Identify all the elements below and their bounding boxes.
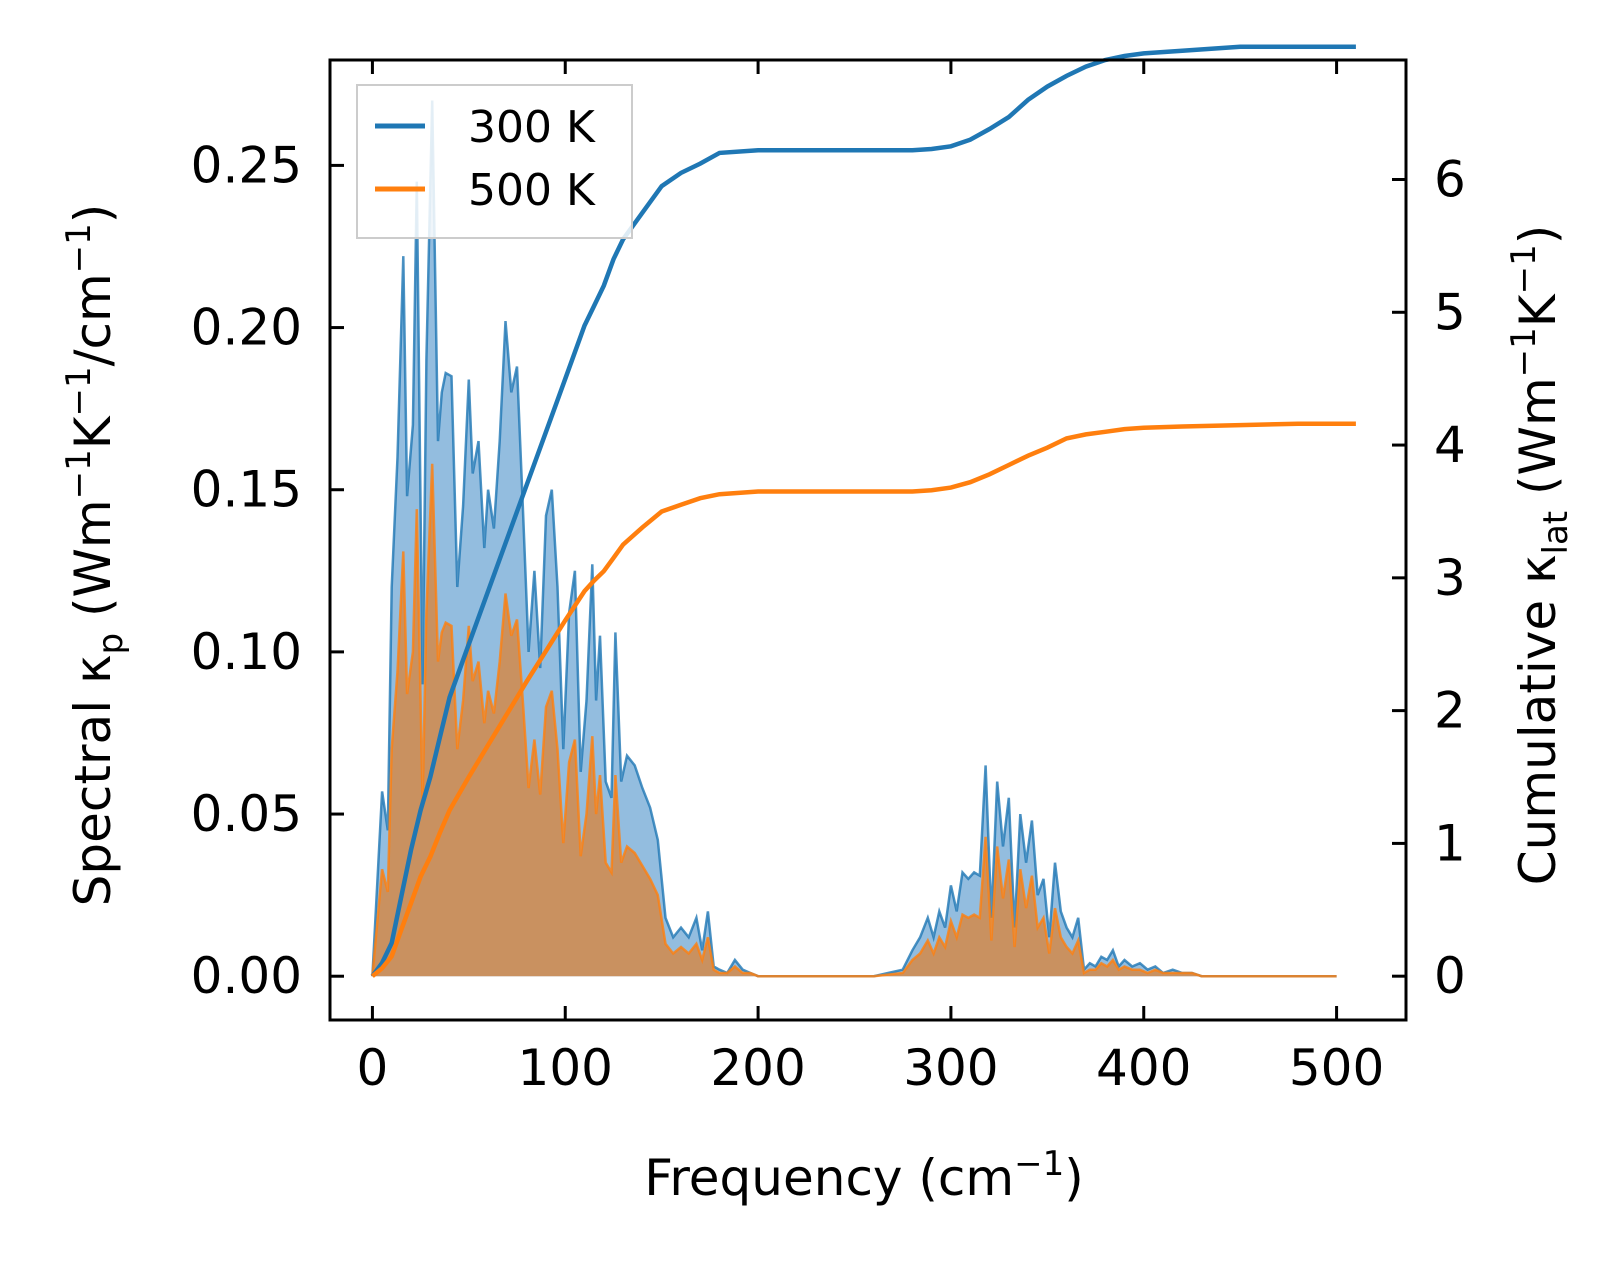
tick-labels: 0 100 200 300 400 500 0.00 0.05 0.10 0.15 0.20 0.25… — [191, 136, 1466, 1097]
y-left-tick-label: 0.15 — [191, 461, 302, 519]
x-tick-label: 0 — [357, 1039, 389, 1097]
x-tick-label: 200 — [710, 1039, 805, 1097]
y-right-tick-label: 2 — [1434, 682, 1466, 740]
y-right-tick-label: 0 — [1434, 947, 1466, 1005]
x-axis-label: Frequency (cm−1) — [644, 1144, 1084, 1207]
y-left-tick-label: 0.05 — [191, 785, 302, 843]
legend-label-500k: 500 K — [468, 165, 596, 216]
y-axis-left-label: Spectral κp (Wm−1K−1/cm−1) — [59, 204, 131, 907]
y-axis-right-label: Cumulative κlat (Wm−1K−1) — [1504, 225, 1576, 885]
legend-label-300k: 300 K — [468, 102, 596, 153]
legend-box — [356, 84, 633, 239]
x-tick-label: 300 — [903, 1039, 998, 1097]
y-left-tick-label: 0.00 — [191, 947, 302, 1005]
y-right-tick-label: 6 — [1434, 151, 1466, 209]
y-right-tick-label: 4 — [1434, 416, 1466, 474]
y-left-tick-label: 0.20 — [191, 299, 302, 357]
spectral-area-500k — [371, 463, 1337, 978]
cumulative-lines — [370, 44, 1356, 978]
x-tick-label: 100 — [518, 1039, 613, 1097]
cumulative-line-500k — [370, 421, 1356, 978]
spectral-area-300k — [371, 100, 1337, 978]
y-left-tick-label: 0.25 — [191, 136, 302, 194]
y-right-tick-label: 5 — [1434, 283, 1466, 341]
x-tick-label: 400 — [1096, 1039, 1191, 1097]
y-left-tick-label: 0.10 — [191, 623, 302, 681]
x-tick-label: 500 — [1289, 1039, 1384, 1097]
axis-ticks — [330, 60, 1406, 1020]
cumulative-line-300k — [370, 44, 1356, 978]
spectral-fills — [371, 100, 1337, 978]
y-right-tick-label: 3 — [1434, 549, 1466, 607]
y-right-tick-label: 1 — [1434, 814, 1466, 872]
plot-frame — [328, 58, 1408, 1022]
legend: 300 K 500 K — [356, 84, 633, 239]
